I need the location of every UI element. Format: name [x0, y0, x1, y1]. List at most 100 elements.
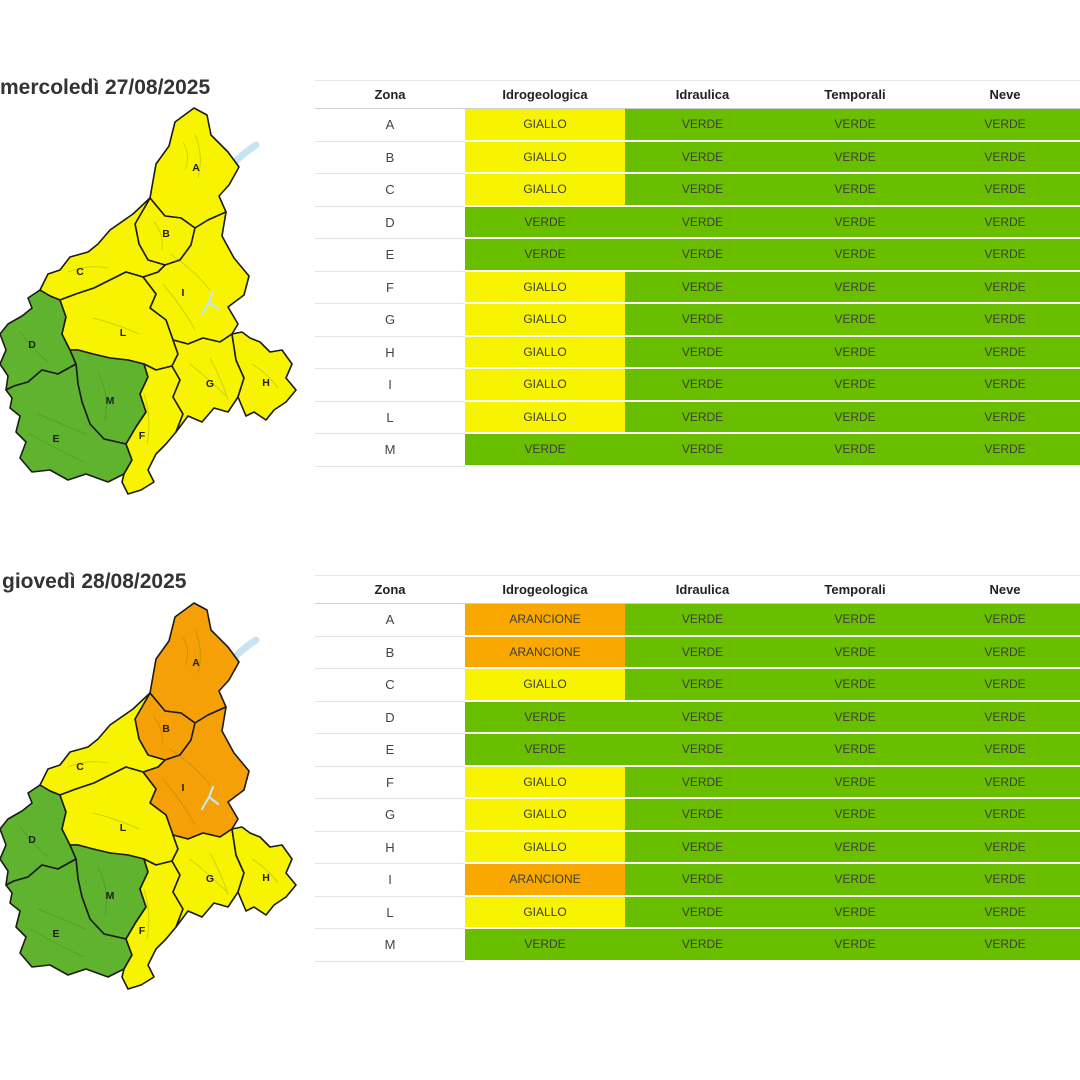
- neve-level-cell: VERDE: [930, 864, 1080, 897]
- sub-basin-line: [92, 317, 140, 335]
- zona-cell: G: [315, 799, 465, 832]
- zone-label-F: F: [139, 925, 146, 937]
- zone-label-I: I: [182, 782, 185, 794]
- idrogeologica-level-cell: GIALLO: [465, 109, 625, 142]
- table-row-zona-L: L GIALLO VERDE VERDE VERDE: [315, 896, 1080, 929]
- neve-level-cell: VERDE: [930, 434, 1080, 467]
- zona-cell: C: [315, 669, 465, 702]
- header-cell-zona: Zona: [374, 87, 406, 102]
- idraulica-level-cell: VERDE: [625, 271, 780, 304]
- neve-level-cell: VERDE: [930, 401, 1080, 434]
- zona-cell: D: [315, 206, 465, 239]
- temporali-level-cell: VERDE: [780, 239, 930, 272]
- neve-level-cell: VERDE: [930, 239, 1080, 272]
- header-cell-temporali: Temporali: [824, 87, 886, 102]
- neve-level-cell: VERDE: [930, 369, 1080, 402]
- table-row-zona-H: H GIALLO VERDE VERDE VERDE: [315, 336, 1080, 369]
- idraulica-level-cell: VERDE: [625, 304, 780, 337]
- sub-basin-line: [37, 908, 87, 930]
- temporali-level-cell: VERDE: [780, 141, 930, 174]
- table-row-zona-D: D VERDE VERDE VERDE VERDE: [315, 206, 1080, 239]
- sub-basin-line: [97, 866, 107, 918]
- zone-label-C: C: [76, 266, 84, 278]
- idrogeologica-level-cell: VERDE: [465, 206, 625, 239]
- idrogeologica-level-cell: GIALLO: [465, 141, 625, 174]
- idraulica-level-cell: VERDE: [625, 434, 780, 467]
- zone-label-A: A: [192, 657, 200, 669]
- zona-cell: L: [315, 401, 465, 434]
- table-row-zona-I: I ARANCIONE VERDE VERDE VERDE: [315, 864, 1080, 897]
- table-row-zona-E: E VERDE VERDE VERDE VERDE: [315, 239, 1080, 272]
- header-cell-neve: Neve: [989, 582, 1021, 597]
- temporali-level-cell: VERDE: [780, 336, 930, 369]
- zona-cell: M: [315, 434, 465, 467]
- idrogeologica-level-cell: ARANCIONE: [465, 604, 625, 637]
- zona-cell: M: [315, 929, 465, 962]
- idraulica-level-cell: VERDE: [625, 206, 780, 239]
- sub-basin-line: [194, 628, 201, 674]
- map-zone-G: [171, 828, 245, 928]
- idrogeologica-level-cell: GIALLO: [465, 174, 625, 207]
- zona-cell: E: [315, 734, 465, 767]
- idraulica-level-cell: VERDE: [625, 369, 780, 402]
- temporali-level-cell: VERDE: [780, 636, 930, 669]
- zone-label-B: B: [162, 723, 170, 735]
- table-row-zona-E: E VERDE VERDE VERDE VERDE: [315, 734, 1080, 767]
- table-row-zona-D: D VERDE VERDE VERDE VERDE: [315, 701, 1080, 734]
- sub-basin-line: [209, 357, 229, 401]
- temporali-level-cell: VERDE: [780, 206, 930, 239]
- sub-basin-line: [143, 888, 150, 940]
- temporali-level-cell: VERDE: [780, 799, 930, 832]
- region-map-day-1: A B C D E F G H I L M: [0, 102, 310, 502]
- day-title-1: mercoledì 27/08/2025: [0, 76, 211, 99]
- sub-basin-line: [182, 636, 189, 666]
- sub-basin-line: [162, 778, 196, 826]
- neve-level-cell: VERDE: [930, 896, 1080, 929]
- table-row-zona-F: F GIALLO VERDE VERDE VERDE: [315, 271, 1080, 304]
- sub-basin-line: [251, 858, 279, 884]
- header-cell-idrogeologica: Idrogeologica: [502, 582, 588, 597]
- header-cell-temporali: Temporali: [824, 582, 886, 597]
- idrogeologica-level-cell: GIALLO: [465, 401, 625, 434]
- idrogeologica-level-cell: ARANCIONE: [465, 864, 625, 897]
- zone-label-M: M: [106, 890, 115, 902]
- idraulica-level-cell: VERDE: [625, 336, 780, 369]
- river-shape: [200, 785, 220, 811]
- idraulica-level-cell: VERDE: [625, 109, 780, 142]
- zona-cell: H: [315, 831, 465, 864]
- zona-cell: B: [315, 636, 465, 669]
- idrogeologica-level-cell: GIALLO: [465, 799, 625, 832]
- idraulica-level-cell: VERDE: [625, 636, 780, 669]
- sub-basin-line: [194, 133, 201, 179]
- zona-cell: F: [315, 271, 465, 304]
- sub-basin-line: [67, 761, 109, 768]
- sub-basin-line: [169, 748, 211, 786]
- temporali-level-cell: VERDE: [780, 434, 930, 467]
- table-row-zona-M: M VERDE VERDE VERDE VERDE: [315, 929, 1080, 962]
- neve-level-cell: VERDE: [930, 636, 1080, 669]
- zone-label-G: G: [206, 873, 214, 885]
- idraulica-level-cell: VERDE: [625, 896, 780, 929]
- idraulica-level-cell: VERDE: [625, 734, 780, 767]
- map-zone-G: [171, 333, 245, 433]
- idrogeologica-level-cell: VERDE: [465, 929, 625, 962]
- idraulica-level-cell: VERDE: [625, 831, 780, 864]
- sub-basin-line: [19, 331, 49, 363]
- idrogeologica-level-cell: VERDE: [465, 701, 625, 734]
- idrogeologica-level-cell: GIALLO: [465, 766, 625, 799]
- table-header-row: Zona Idrogeologica Idraulica Temporali Neve: [315, 80, 1080, 109]
- zone-label-E: E: [52, 928, 59, 940]
- table-row-zona-L: L GIALLO VERDE VERDE VERDE: [315, 401, 1080, 434]
- neve-level-cell: VERDE: [930, 701, 1080, 734]
- zone-label-D: D: [28, 834, 36, 846]
- idrogeologica-level-cell: VERDE: [465, 734, 625, 767]
- zona-cell: G: [315, 304, 465, 337]
- sub-basin-line: [162, 283, 196, 331]
- idraulica-level-cell: VERDE: [625, 141, 780, 174]
- zone-label-M: M: [106, 395, 115, 407]
- sub-basin-line: [251, 363, 279, 389]
- zone-label-B: B: [162, 228, 170, 240]
- zona-cell: I: [315, 369, 465, 402]
- alert-table-day-2: Zona Idrogeologica Idraulica Temporali Neve A…: [315, 575, 1080, 962]
